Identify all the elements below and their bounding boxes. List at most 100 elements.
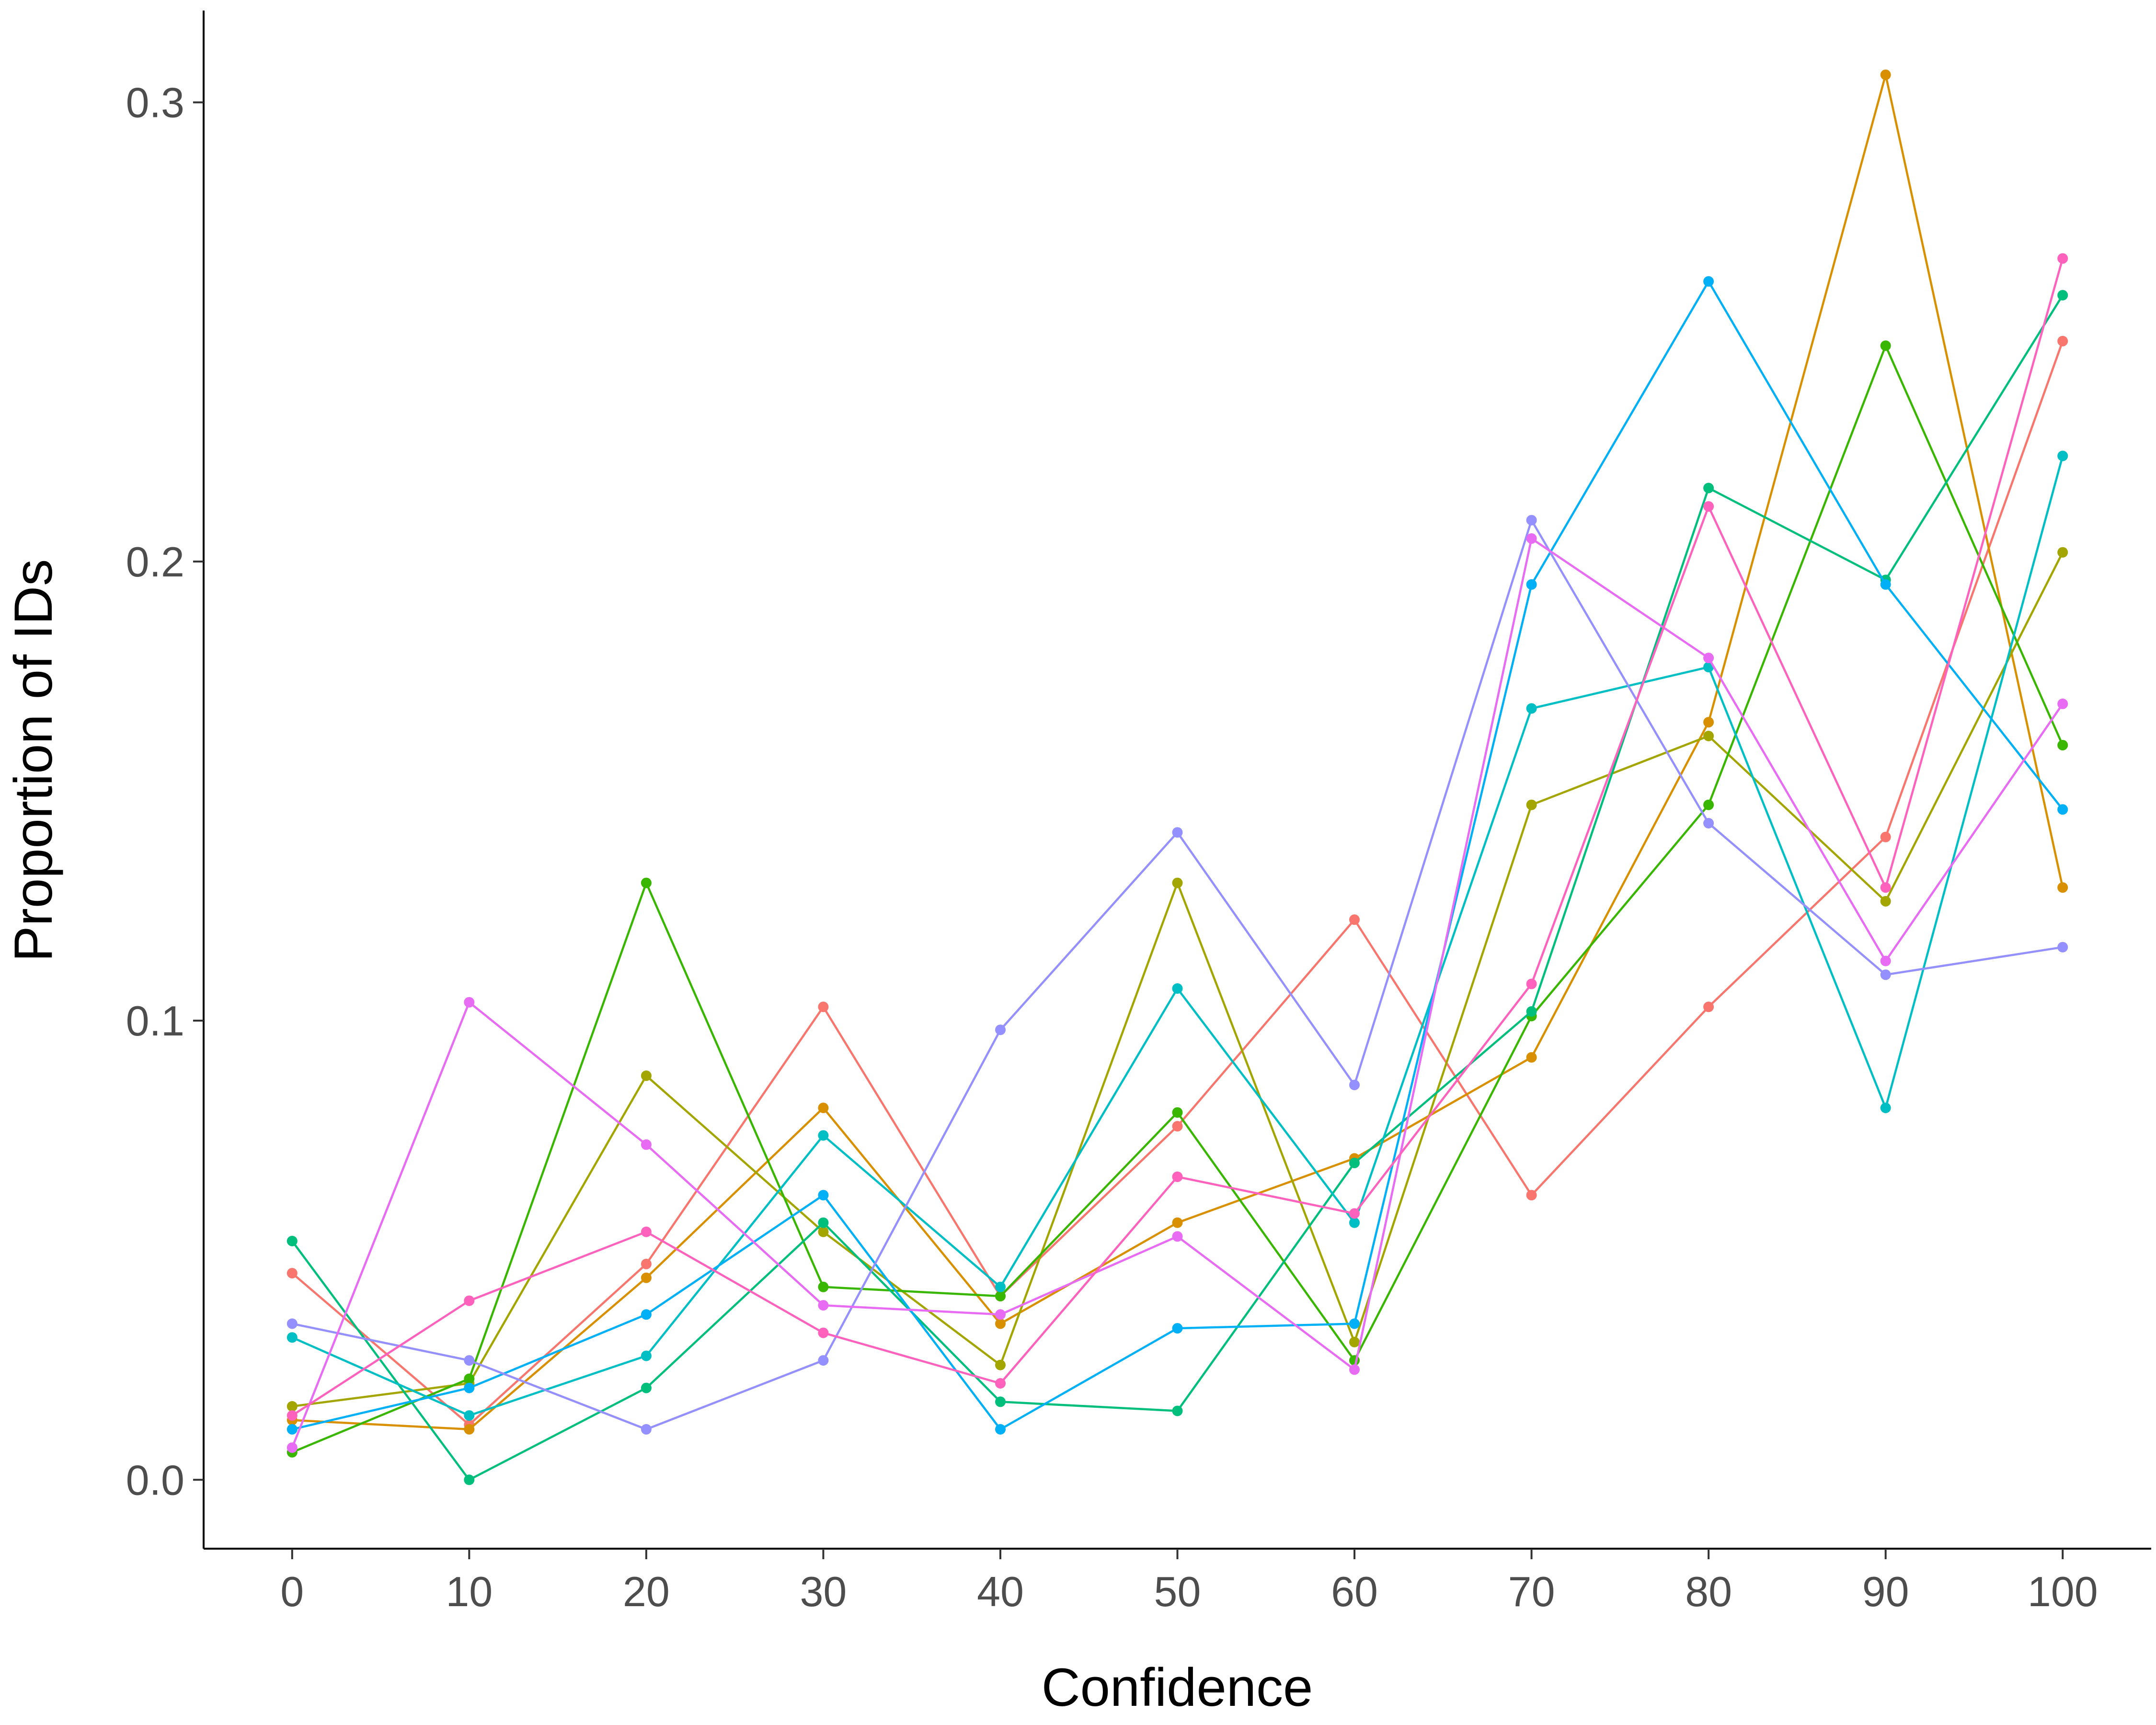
data-point xyxy=(818,1327,829,1338)
series-layer xyxy=(287,69,2068,1485)
data-point xyxy=(2057,253,2068,264)
data-point xyxy=(641,1424,652,1435)
data-point xyxy=(1349,1208,1360,1219)
data-point xyxy=(818,1226,829,1237)
y-tick-label: 0.3 xyxy=(126,79,184,126)
data-point xyxy=(464,1355,475,1366)
data-point xyxy=(641,1139,652,1150)
data-point xyxy=(1172,1107,1183,1118)
data-point xyxy=(464,1424,475,1435)
data-point xyxy=(1172,1405,1183,1416)
data-point xyxy=(287,1236,298,1246)
data-point xyxy=(1349,1080,1360,1091)
data-point xyxy=(641,1258,652,1269)
data-point xyxy=(1172,1121,1183,1132)
data-point xyxy=(464,1382,475,1393)
data-point xyxy=(1880,896,1891,907)
data-point xyxy=(1703,799,1714,810)
series-line-7 xyxy=(292,280,2064,1431)
data-point xyxy=(2057,942,2068,953)
data-point xyxy=(2057,290,2068,301)
data-point xyxy=(818,1281,829,1292)
data-point xyxy=(641,1309,652,1320)
data-point xyxy=(1703,653,1714,664)
data-point xyxy=(1703,483,1714,494)
data-point xyxy=(1880,969,1891,980)
x-tick-label: 0 xyxy=(280,1568,304,1615)
series-2 xyxy=(287,69,2068,1435)
data-point xyxy=(287,1410,298,1421)
data-point xyxy=(287,1318,298,1329)
data-point xyxy=(464,997,475,1008)
data-point xyxy=(818,1001,829,1012)
data-point xyxy=(818,1217,829,1228)
data-point xyxy=(287,1424,298,1435)
y-tick-label: 0.0 xyxy=(126,1456,184,1504)
series-5 xyxy=(287,290,2068,1485)
data-point xyxy=(995,1396,1006,1407)
axes-layer xyxy=(203,11,2151,1550)
data-point xyxy=(1172,1323,1183,1334)
data-point xyxy=(818,1130,829,1141)
data-point xyxy=(1880,69,1891,80)
x-tick-label: 40 xyxy=(977,1568,1024,1615)
data-point xyxy=(1349,1217,1360,1228)
data-point xyxy=(1172,983,1183,994)
data-point xyxy=(464,1410,475,1421)
ticks-layer: 0 10 20 30 40 50 60 70 80 90 100 0.0 0.1 0.2 0.3 xyxy=(126,79,2098,1615)
data-point xyxy=(1703,818,1714,828)
data-point xyxy=(1880,579,1891,590)
data-point xyxy=(641,1226,652,1237)
data-point xyxy=(1526,533,1537,544)
series-9 xyxy=(287,533,2068,1453)
data-point xyxy=(1880,882,1891,893)
data-point xyxy=(818,1190,829,1201)
data-point xyxy=(1172,1231,1183,1242)
data-point xyxy=(1526,978,1537,989)
data-point xyxy=(464,1295,475,1306)
data-point xyxy=(2057,804,2068,815)
y-axis-title: Proportion of IDs xyxy=(3,559,63,962)
data-point xyxy=(464,1474,475,1485)
x-tick-label: 70 xyxy=(1508,1568,1555,1615)
data-point xyxy=(641,1272,652,1283)
x-tick-label: 100 xyxy=(2028,1568,2098,1615)
data-point xyxy=(1526,1006,1537,1017)
x-tick-label: 50 xyxy=(1154,1568,1201,1615)
series-3 xyxy=(287,547,2068,1412)
data-point xyxy=(818,1355,829,1366)
data-point xyxy=(287,1401,298,1412)
data-point xyxy=(641,1070,652,1081)
x-axis-title: Confidence xyxy=(1042,1657,1313,1717)
data-point xyxy=(1703,276,1714,287)
x-tick-label: 20 xyxy=(623,1568,670,1615)
data-point xyxy=(2057,335,2068,346)
data-point xyxy=(1880,340,1891,351)
data-point xyxy=(1172,1217,1183,1228)
data-point xyxy=(1526,703,1537,714)
data-point xyxy=(1349,1364,1360,1375)
data-point xyxy=(2057,698,2068,709)
data-point xyxy=(1703,717,1714,728)
data-point xyxy=(818,1300,829,1311)
data-point xyxy=(995,1378,1006,1389)
data-point xyxy=(1172,877,1183,888)
data-point xyxy=(818,1103,829,1114)
data-point xyxy=(1172,1171,1183,1182)
data-point xyxy=(287,1268,298,1279)
data-point xyxy=(995,1359,1006,1370)
data-point xyxy=(464,1373,475,1384)
x-tick-label: 80 xyxy=(1685,1568,1732,1615)
x-tick-label: 30 xyxy=(800,1568,847,1615)
data-point xyxy=(1349,914,1360,925)
data-point xyxy=(995,1424,1006,1435)
data-point xyxy=(1526,579,1537,590)
data-point xyxy=(2057,740,2068,751)
data-point xyxy=(1526,799,1537,810)
y-tick-label: 0.2 xyxy=(126,538,184,586)
data-point xyxy=(287,1442,298,1453)
x-tick-label: 60 xyxy=(1331,1568,1378,1615)
data-point xyxy=(1172,827,1183,838)
series-7 xyxy=(287,276,2068,1435)
